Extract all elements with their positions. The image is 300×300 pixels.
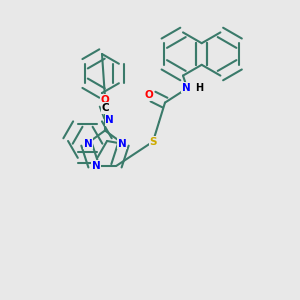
Text: H: H [196,82,204,93]
Text: N: N [92,161,100,171]
Text: N: N [105,115,114,125]
Text: O: O [144,90,153,100]
Text: N: N [118,139,126,149]
Text: O: O [100,95,109,105]
Text: N: N [84,139,92,149]
Text: N: N [182,82,190,93]
Text: S: S [149,136,157,147]
Text: C: C [101,103,109,113]
